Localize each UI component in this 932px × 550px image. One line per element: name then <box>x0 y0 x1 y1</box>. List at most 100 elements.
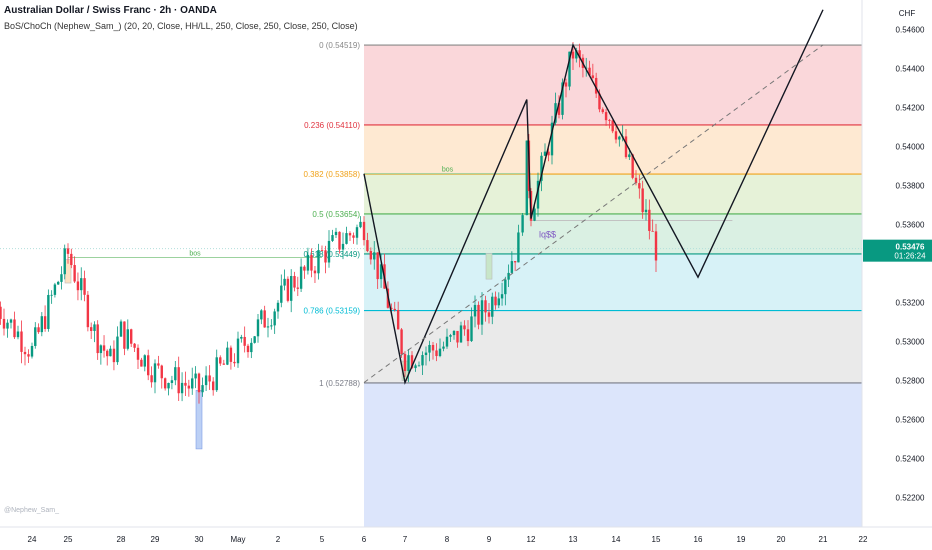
time-tick: 9 <box>487 535 492 544</box>
candle-body <box>417 365 421 367</box>
fib-zone-2 <box>364 174 862 214</box>
candle-body <box>16 331 20 338</box>
candle-body <box>109 348 112 357</box>
candle-body <box>359 221 362 228</box>
candle-body <box>286 278 290 301</box>
candle-body <box>123 321 126 349</box>
price-tick: 0.54600 <box>896 25 925 34</box>
candle-body <box>466 329 470 342</box>
candle-body <box>2 318 6 329</box>
candle-body <box>263 310 266 328</box>
candle-body <box>306 254 310 271</box>
candle-body <box>459 325 463 343</box>
candle-body <box>407 355 410 372</box>
candle-body <box>550 122 554 156</box>
fibonacci-retracement[interactable]: 0 (0.54519) 0.236 (0.54110) 0.382 (0.53858… <box>304 41 863 527</box>
candle-body <box>540 155 543 181</box>
candle-body <box>500 294 504 299</box>
candle-body <box>310 254 313 271</box>
candle-body <box>547 151 550 156</box>
candle-body <box>390 307 393 309</box>
candle-body <box>253 336 256 343</box>
candle-body <box>414 365 417 369</box>
candle-body <box>20 331 23 352</box>
candle-body <box>273 311 276 326</box>
candle-body <box>211 381 215 391</box>
candle-body <box>624 136 628 158</box>
candle-body <box>456 330 459 343</box>
candle-body <box>283 278 286 286</box>
candle-body <box>150 375 153 383</box>
time-tick: 22 <box>859 535 868 544</box>
candle-body <box>116 336 119 363</box>
candle-body <box>324 250 327 263</box>
candle-body <box>598 93 601 110</box>
chart-title: Australian Dollar / Swiss Franc · 2h · O… <box>4 5 217 16</box>
candle-body <box>47 294 50 329</box>
candle-body <box>327 240 331 263</box>
candle-body <box>484 300 487 313</box>
candle-body <box>334 231 338 236</box>
drawings[interactable] <box>363 9 824 385</box>
candle-body <box>341 243 345 250</box>
candle-body <box>631 154 634 178</box>
candle-body <box>270 325 273 327</box>
candle-body <box>487 312 491 317</box>
candle-body <box>348 233 352 236</box>
price-tick: 0.52600 <box>896 416 925 425</box>
candle-body <box>197 373 201 393</box>
candle-body <box>521 215 524 233</box>
candle-body <box>634 177 638 184</box>
candle-body <box>442 346 445 349</box>
candle-body <box>376 252 379 280</box>
candle-body <box>293 276 296 288</box>
candle-body <box>73 265 76 282</box>
candle-body <box>112 348 116 363</box>
candle-body <box>594 77 598 94</box>
price-tick: 0.53600 <box>896 220 925 229</box>
candle-body <box>477 304 480 325</box>
price-tick: 0.52400 <box>896 455 925 464</box>
fib-label-5: 0.786 (0.53159) <box>304 307 361 316</box>
candle-body <box>525 140 528 216</box>
candle-body <box>410 355 414 369</box>
author-watermark: @Nephew_Sam_ <box>4 507 59 514</box>
candle-body <box>296 287 299 289</box>
time-tick: 29 <box>151 535 160 544</box>
candle-body <box>571 51 575 59</box>
candle-body <box>170 380 174 383</box>
candle-body <box>266 326 270 328</box>
candle-body <box>421 355 424 366</box>
bos-label-1: bos <box>442 167 454 174</box>
candle-body <box>194 373 197 379</box>
candle-body <box>618 136 621 140</box>
candle-body <box>369 251 373 260</box>
candle-body <box>160 365 163 379</box>
candle-body <box>27 354 30 357</box>
candle-body <box>9 319 13 323</box>
candle-body <box>83 278 86 295</box>
candle-body <box>219 357 222 364</box>
time-tick: 20 <box>777 535 786 544</box>
time-tick: 16 <box>694 535 703 544</box>
time-tick: 24 <box>28 535 37 544</box>
candle-body <box>13 319 16 338</box>
time-tick: 25 <box>64 535 73 544</box>
candle-body <box>167 382 170 389</box>
candle-body <box>50 294 53 296</box>
time-tick: 5 <box>320 535 325 544</box>
candle-body <box>140 359 143 367</box>
candle-body <box>243 336 246 346</box>
candle-body <box>313 270 317 274</box>
candle-body <box>533 208 536 221</box>
candle-body <box>403 354 407 372</box>
candle-body <box>445 336 449 347</box>
candle-body <box>256 319 260 337</box>
candle-body <box>424 352 428 356</box>
time-tick: 14 <box>612 535 621 544</box>
candle-body <box>614 131 618 140</box>
indicator-legend[interactable]: BoS/ChoCh (Nephew_Sam_) (20, 20, Close, … <box>4 21 358 31</box>
candle-body <box>568 51 571 87</box>
